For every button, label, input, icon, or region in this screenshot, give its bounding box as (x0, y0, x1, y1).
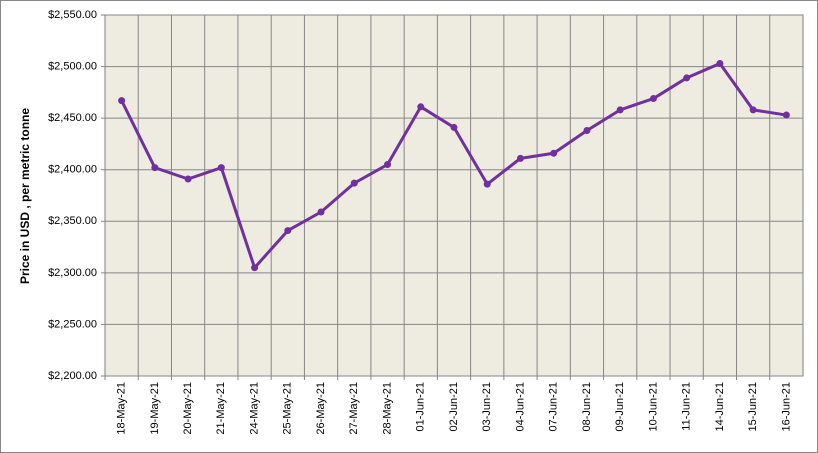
point (550, 149, 558, 157)
x-tick-label: 28-May-21 (381, 382, 393, 435)
x-tick-label: 09-Jun-21 (614, 382, 626, 432)
point (583, 127, 591, 135)
x-tick-label: 26-May-21 (315, 382, 327, 435)
point (516, 154, 524, 162)
y-tick-label: $2,500.00 (48, 60, 97, 72)
y-tick-label: $2,300.00 (48, 267, 97, 279)
y-tick-label: $2,350.00 (48, 215, 97, 227)
point (450, 123, 458, 131)
x-tick-label: 15-Jun-21 (747, 382, 759, 432)
point (716, 59, 724, 67)
y-tick-label: $2,550.00 (48, 9, 97, 21)
x-tick-label: 14-Jun-21 (714, 382, 726, 432)
x-tick-label: 24-May-21 (248, 382, 260, 435)
point (151, 164, 159, 172)
x-tick-label: 07-Jun-21 (548, 382, 560, 432)
x-tick-label: 08-Jun-21 (581, 382, 593, 432)
x-tick-label: 11-Jun-21 (681, 382, 693, 431)
x-tick-label: 04-Jun-21 (514, 382, 526, 432)
plot-area (104, 14, 804, 377)
x-tick-label: 21-May-21 (215, 382, 227, 435)
point (417, 103, 425, 111)
point (483, 180, 491, 188)
y-tick-label: $2,200.00 (48, 370, 97, 382)
point (649, 95, 657, 103)
point (317, 208, 325, 216)
y-tick-label: $2,400.00 (48, 164, 97, 176)
point (217, 164, 225, 172)
y-tick-label: $2,250.00 (48, 318, 97, 330)
x-tick-label: 27-May-21 (348, 382, 360, 435)
x-tick-label: 10-Jun-21 (647, 382, 659, 432)
point (749, 106, 757, 114)
x-tick-label: 25-May-21 (282, 382, 294, 435)
y-axis-label: Price in USD , per metric tonne (18, 108, 32, 284)
point (616, 106, 624, 114)
point (782, 111, 790, 119)
x-tick-label: 02-Jun-21 (448, 382, 460, 432)
point (184, 175, 192, 183)
point (284, 227, 292, 235)
x-tick-label: 19-May-21 (149, 382, 161, 435)
y-tick-label: $2,450.00 (48, 112, 97, 124)
x-tick-label: 03-Jun-21 (481, 382, 493, 432)
x-tick-label: 18-May-21 (116, 382, 128, 435)
point (384, 161, 392, 169)
point (683, 74, 691, 82)
point (350, 179, 358, 187)
x-tick-label: 16-Jun-21 (780, 382, 792, 432)
x-tick-label: 01-Jun-21 (415, 382, 427, 432)
point (251, 264, 259, 272)
point (118, 97, 126, 105)
x-tick-label: 20-May-21 (182, 382, 194, 435)
